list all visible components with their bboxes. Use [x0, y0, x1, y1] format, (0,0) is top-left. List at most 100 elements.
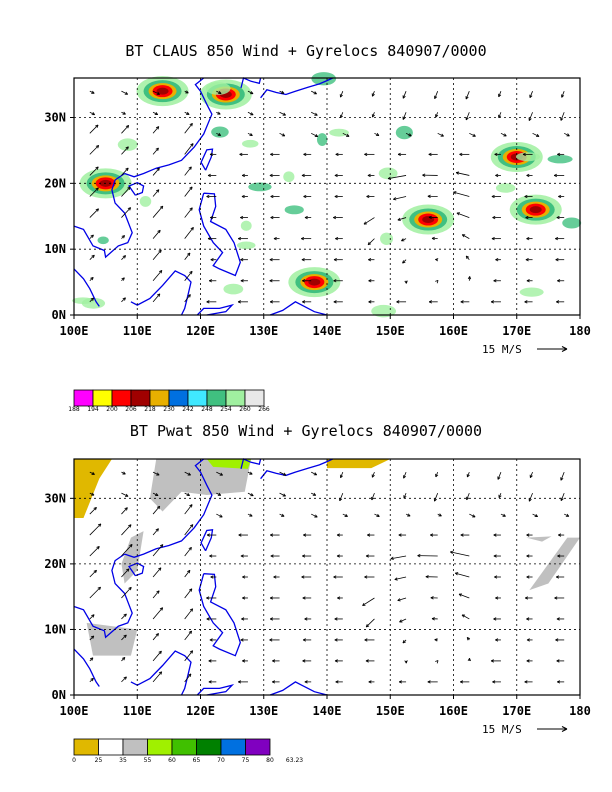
wind-vector-head	[493, 554, 497, 558]
x-tick-label: 160E	[439, 704, 468, 718]
wind-vector-head	[249, 513, 253, 517]
wind-vector-head	[301, 258, 305, 262]
wind-vector-head	[364, 638, 368, 642]
wind-vector-head	[156, 91, 160, 95]
wind-vector-head	[427, 680, 431, 684]
wind-vector	[497, 471, 502, 480]
wind-vector-head	[390, 556, 394, 560]
wind-vector-head	[346, 133, 350, 137]
wind-vector	[152, 189, 160, 197]
wind-vector-head	[493, 533, 497, 537]
map-panel-1: 100E 110E 120E 130E 140E 150E 160E 170E 180 0N 10N…	[44, 458, 591, 764]
wind-vector-head	[91, 90, 95, 94]
wind-vector	[397, 217, 407, 221]
colorbar-label: 75	[242, 757, 250, 764]
wind-vector-head	[404, 660, 408, 664]
wind-vector-head	[334, 173, 338, 178]
wind-vector	[121, 524, 132, 536]
x-tick-label: 140E	[313, 324, 342, 338]
wind-vector	[311, 90, 317, 95]
wind-vector-head	[155, 189, 160, 193]
wind-vector	[184, 186, 193, 197]
wind-vector-head	[561, 94, 565, 98]
wind-vector-head	[155, 633, 159, 637]
wind-vector-head	[366, 194, 370, 199]
coastline	[73, 172, 133, 259]
wind-vector	[279, 111, 286, 116]
wind-vector-head	[339, 94, 343, 98]
wind-vector-head	[555, 575, 560, 579]
wind-vector	[340, 471, 344, 478]
wind-vector-head	[493, 279, 497, 283]
wind-vector-head	[459, 152, 463, 157]
wind-vector-head	[465, 255, 470, 260]
wind-vector-head	[557, 680, 561, 684]
wind-vector-head	[362, 602, 366, 606]
wind-vector-head	[155, 528, 159, 532]
wind-vector-head	[302, 300, 306, 304]
wind-vector-head	[555, 638, 559, 642]
wind-vector-head	[525, 258, 529, 262]
moisture-region	[526, 536, 552, 542]
wind-vector	[247, 492, 254, 497]
wind-vector-head	[557, 279, 561, 283]
wind-vector-head	[241, 173, 245, 178]
wind-vector-head	[122, 255, 127, 259]
wind-vector-head	[422, 173, 426, 177]
wind-vector-head	[556, 215, 560, 220]
wind-vector-head	[187, 252, 191, 256]
cloud-region	[284, 205, 304, 215]
wind-vector-head	[158, 650, 162, 655]
wind-vector-head	[466, 474, 470, 478]
wind-vector-head	[455, 171, 460, 175]
wind-vector-head	[364, 575, 368, 579]
wind-vector	[152, 492, 159, 496]
wind-vector	[121, 207, 131, 218]
wind-vector-head	[302, 554, 306, 558]
wind-vector-head	[526, 236, 530, 241]
coastline	[73, 553, 133, 639]
colorbar-label: 25	[95, 757, 103, 764]
wind-vector-head	[398, 533, 402, 537]
wind-vector-head	[425, 575, 429, 579]
wind-vector-head	[301, 575, 305, 579]
wind-vector-head	[560, 117, 564, 121]
wind-vector-head	[242, 659, 246, 663]
wind-vector	[152, 607, 163, 620]
wind-vector-head	[430, 533, 434, 537]
wind-vector-head	[368, 258, 372, 262]
wind-vector-head	[402, 260, 406, 264]
wind-vector-head	[158, 567, 162, 571]
wind-vector-head	[492, 215, 496, 220]
colorbar-label: 35	[119, 757, 127, 764]
wind-vector-head	[304, 617, 308, 621]
wind-vector-head	[495, 596, 499, 600]
wind-vector	[184, 650, 194, 662]
wind-vector	[456, 172, 470, 176]
colorbar-swatch	[122, 738, 148, 756]
wind-vector-head	[435, 279, 439, 284]
wind-vector-head	[526, 554, 530, 558]
wind-vector	[469, 513, 476, 518]
wind-vector-head	[282, 493, 286, 497]
colorbar-swatch	[225, 389, 246, 407]
cloud-region	[562, 217, 582, 229]
wind-vector-head	[206, 194, 210, 199]
wind-vector	[461, 234, 470, 239]
wind-vector-head	[402, 116, 406, 120]
y-tick-label: 0N	[52, 308, 66, 322]
colorbar-label: 230	[163, 406, 175, 413]
y-tick-label: 10N	[44, 622, 66, 636]
wind-vector-head	[189, 186, 193, 190]
colorbar-swatch	[245, 738, 271, 756]
colorbar-swatch	[196, 738, 222, 756]
wind-vector	[465, 91, 470, 100]
wind-vector-head	[121, 235, 126, 239]
wind-vector	[152, 590, 160, 599]
x-tick-label: 110E	[123, 324, 152, 338]
coastline	[240, 458, 262, 469]
wind-vector	[89, 208, 99, 218]
wind-vector-head	[472, 514, 476, 518]
cloud-region	[371, 304, 397, 318]
wind-vector-head	[121, 277, 125, 281]
